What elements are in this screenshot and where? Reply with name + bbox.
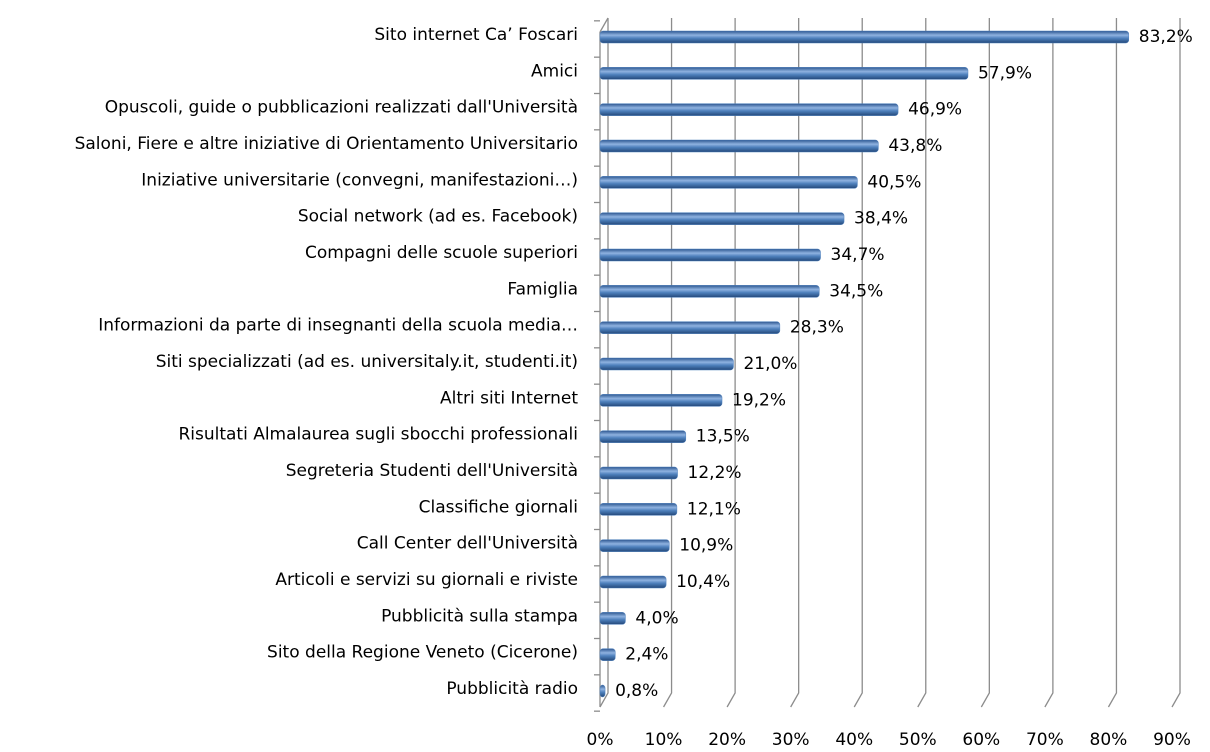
grid-line bbox=[662, 18, 673, 708]
category-label: Informazioni da parte di insegnanti dell… bbox=[98, 316, 578, 336]
grid-line bbox=[1171, 18, 1181, 708]
value-label: 13,5% bbox=[696, 427, 750, 447]
value-label: 28,3% bbox=[790, 318, 844, 338]
value-label: 10,9% bbox=[679, 536, 733, 556]
category-label: Opuscoli, guide o pubblicazioni realizza… bbox=[105, 98, 578, 118]
x-tick-label: 30% bbox=[772, 730, 810, 750]
bar bbox=[599, 212, 845, 225]
grid-line bbox=[790, 18, 800, 708]
value-label: 38,4% bbox=[854, 209, 908, 229]
x-tick-label: 60% bbox=[962, 730, 1000, 750]
bar bbox=[599, 285, 820, 298]
bar bbox=[599, 176, 858, 189]
x-tick-label: 0% bbox=[587, 730, 614, 750]
x-tick-label: 90% bbox=[1153, 730, 1191, 750]
left-wall-back bbox=[599, 17, 609, 33]
value-label: 10,4% bbox=[676, 572, 730, 592]
category-label: Altri siti Internet bbox=[440, 388, 578, 408]
value-label: 34,7% bbox=[831, 245, 885, 265]
x-tick-label: 70% bbox=[1026, 730, 1064, 750]
category-label: Call Center dell'Università bbox=[357, 534, 578, 554]
category-label: Pubblicità radio bbox=[446, 679, 578, 699]
value-label: 0,8% bbox=[615, 681, 658, 701]
bar bbox=[599, 394, 723, 407]
bar bbox=[599, 648, 616, 661]
bar bbox=[599, 503, 678, 516]
x-tick-label: 40% bbox=[835, 730, 873, 750]
value-label: 21,0% bbox=[743, 354, 797, 374]
bar bbox=[599, 248, 821, 262]
value-label: 40,5% bbox=[867, 172, 921, 192]
category-label: Pubblicità sulla stampa bbox=[381, 606, 578, 626]
bar bbox=[599, 430, 687, 443]
grid-line bbox=[1044, 18, 1054, 708]
category-label: Famiglia bbox=[507, 279, 578, 299]
value-label: 2,4% bbox=[625, 645, 668, 665]
bar bbox=[599, 575, 667, 589]
value-label: 83,2% bbox=[1139, 27, 1193, 47]
x-tick-label: 20% bbox=[708, 730, 746, 750]
grid-line bbox=[1107, 18, 1118, 708]
category-label: Sito internet Ca’ Foscari bbox=[374, 25, 578, 45]
value-label: 19,2% bbox=[732, 390, 786, 410]
x-tick-label: 80% bbox=[1090, 730, 1128, 750]
category-label: Saloni, Fiere e altre iniziative di Orie… bbox=[75, 134, 578, 154]
bar bbox=[599, 67, 969, 80]
x-tick-label: 10% bbox=[645, 730, 683, 750]
category-label: Amici bbox=[531, 61, 578, 81]
category-label: Social network (ad es. Facebook) bbox=[298, 207, 578, 227]
x-tick-label: 50% bbox=[899, 730, 937, 750]
grid-line bbox=[599, 18, 609, 708]
category-label: Risultati Almalaurea sugli sbocchi profe… bbox=[178, 425, 578, 445]
category-label: Segreteria Studenti dell'Università bbox=[286, 461, 578, 481]
grid-line bbox=[917, 18, 927, 708]
value-label: 12,1% bbox=[687, 499, 741, 519]
category-label: Siti specializzati (ad es. universitaly.… bbox=[156, 352, 578, 372]
value-label: 46,9% bbox=[908, 100, 962, 120]
bar bbox=[599, 466, 678, 480]
bar bbox=[599, 139, 879, 153]
bar bbox=[599, 684, 606, 698]
value-label: 12,2% bbox=[688, 463, 742, 483]
bar bbox=[599, 357, 734, 371]
grid-line bbox=[853, 18, 863, 708]
grid-line bbox=[980, 18, 990, 708]
value-label: 4,0% bbox=[635, 608, 678, 628]
bar bbox=[599, 539, 670, 552]
category-label: Compagni delle scuole superiori bbox=[305, 243, 578, 263]
value-label: 34,5% bbox=[829, 281, 883, 301]
value-label: 43,8% bbox=[888, 136, 942, 156]
bar bbox=[599, 321, 781, 334]
category-label: Articoli e servizi su giornali e riviste bbox=[275, 570, 578, 590]
category-label: Classifiche giornali bbox=[419, 497, 578, 517]
category-label: Iniziative universitarie (convegni, mani… bbox=[141, 170, 578, 190]
category-label: Sito della Regione Veneto (Cicerone) bbox=[267, 643, 578, 663]
bar bbox=[599, 103, 899, 116]
bar bbox=[599, 612, 626, 625]
grid-line bbox=[726, 18, 736, 708]
value-label: 57,9% bbox=[978, 63, 1032, 83]
bar bbox=[599, 30, 1130, 44]
